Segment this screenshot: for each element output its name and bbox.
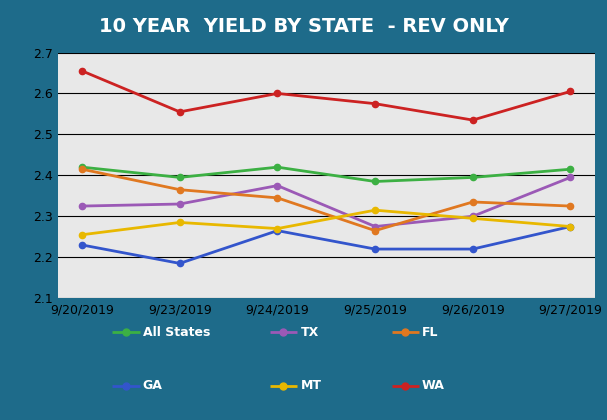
Line: FL: FL [79, 166, 574, 234]
All States [78, 165, 86, 170]
All States [567, 167, 574, 172]
MT [567, 224, 574, 229]
MT [371, 207, 379, 213]
WA [176, 109, 183, 114]
FL [78, 167, 86, 172]
MT [176, 220, 183, 225]
MT [274, 226, 281, 231]
Text: TX: TX [300, 326, 319, 339]
TX [78, 204, 86, 209]
FL [371, 228, 379, 233]
GA [274, 228, 281, 233]
Text: FL: FL [422, 326, 438, 339]
MT [78, 232, 86, 237]
Text: GA: GA [143, 379, 163, 392]
MT [469, 216, 476, 221]
Text: MT: MT [300, 379, 322, 392]
WA [371, 101, 379, 106]
FL [469, 200, 476, 205]
Text: All States: All States [143, 326, 210, 339]
Text: 10 YEAR  YIELD BY STATE  - REV ONLY: 10 YEAR YIELD BY STATE - REV ONLY [98, 17, 509, 36]
FL [567, 204, 574, 209]
GA [78, 242, 86, 247]
GA [469, 247, 476, 252]
GA [371, 247, 379, 252]
FL [274, 195, 281, 200]
Line: TX: TX [79, 174, 574, 230]
TX [469, 214, 476, 219]
Text: WA: WA [422, 379, 445, 392]
TX [567, 175, 574, 180]
All States [469, 175, 476, 180]
WA [469, 118, 476, 123]
WA [567, 89, 574, 94]
TX [176, 202, 183, 207]
Line: All States: All States [79, 164, 574, 185]
All States [371, 179, 379, 184]
TX [274, 183, 281, 188]
WA [274, 91, 281, 96]
FL [176, 187, 183, 192]
GA [567, 224, 574, 229]
WA [78, 68, 86, 74]
All States [274, 165, 281, 170]
Line: MT: MT [79, 207, 574, 238]
Line: WA: WA [79, 68, 574, 123]
GA [176, 261, 183, 266]
TX [371, 224, 379, 229]
All States [176, 175, 183, 180]
Line: GA: GA [79, 223, 574, 267]
